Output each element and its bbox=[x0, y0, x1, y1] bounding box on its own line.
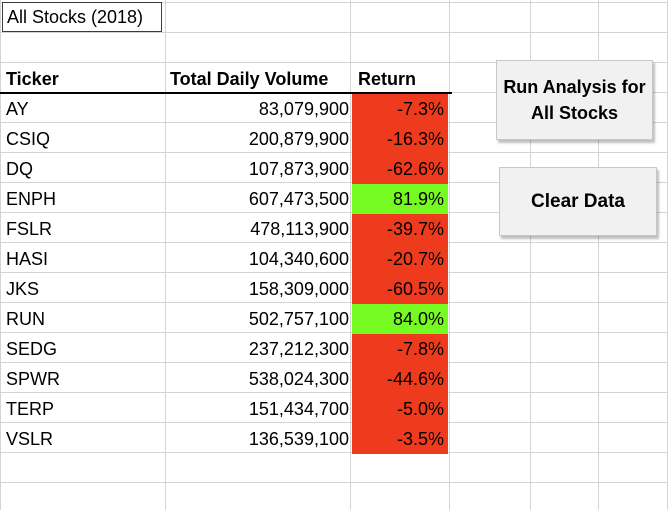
return-cell[interactable]: 81.9% bbox=[352, 184, 448, 214]
grid-row-line bbox=[0, 62, 668, 63]
grid-row-line bbox=[0, 362, 668, 363]
grid-row-line bbox=[0, 152, 668, 153]
return-cell[interactable]: -3.5% bbox=[352, 424, 448, 454]
grid-column-line bbox=[598, 0, 599, 510]
volume-cell[interactable]: 237,212,300 bbox=[248, 339, 349, 359]
grid-row-line bbox=[0, 482, 668, 483]
return-cell[interactable]: -7.3% bbox=[352, 94, 448, 124]
run-analysis-label-line1: Run Analysis for bbox=[503, 77, 646, 97]
sheet-title-cell[interactable]: All Stocks (2018) bbox=[2, 2, 162, 32]
return-cell[interactable]: -39.7% bbox=[352, 214, 448, 244]
clear-data-button[interactable]: Clear Data bbox=[499, 167, 657, 236]
grid-column-line bbox=[449, 0, 450, 510]
grid-row-line bbox=[0, 452, 668, 453]
grid-column-line bbox=[350, 0, 351, 510]
grid-row-line bbox=[0, 272, 668, 273]
grid-row-line bbox=[0, 422, 668, 423]
header-total-daily-volume[interactable]: Total Daily Volume bbox=[170, 69, 329, 89]
run-analysis-label-line2: All Stocks bbox=[530, 103, 618, 123]
volume-cell[interactable]: 478,113,900 bbox=[250, 219, 349, 239]
grid-row-line bbox=[0, 392, 668, 393]
volume-cell[interactable]: 502,757,100 bbox=[248, 309, 349, 329]
volume-cell[interactable]: 107,873,900 bbox=[248, 159, 349, 179]
grid-column-line bbox=[0, 0, 1, 510]
ticker-cell[interactable]: TERP bbox=[6, 399, 55, 419]
volume-cell[interactable]: 200,879,900 bbox=[248, 129, 349, 149]
grid-row-line bbox=[0, 212, 668, 213]
header-ticker[interactable]: Ticker bbox=[6, 69, 59, 89]
run-analysis-button[interactable]: Run Analysis for All Stocks bbox=[496, 60, 653, 140]
return-cell[interactable]: -7.8% bbox=[352, 334, 448, 364]
grid-row-line bbox=[0, 32, 668, 33]
ticker-cell[interactable]: VSLR bbox=[6, 429, 54, 449]
grid-row-line bbox=[0, 2, 668, 3]
grid-row-line bbox=[0, 242, 668, 243]
ticker-cell[interactable]: AY bbox=[6, 99, 29, 119]
return-cell[interactable]: -44.6% bbox=[352, 364, 448, 394]
ticker-cell[interactable]: RUN bbox=[6, 309, 45, 329]
volume-cell[interactable]: 538,024,300 bbox=[248, 369, 349, 389]
ticker-cell[interactable]: JKS bbox=[6, 279, 40, 299]
ticker-cell[interactable]: ENPH bbox=[6, 189, 57, 209]
return-cell[interactable]: 84.0% bbox=[352, 304, 448, 334]
run-analysis-label: Run Analysis for All Stocks bbox=[503, 74, 645, 126]
grid-row-line bbox=[0, 122, 668, 123]
clear-data-label: Clear Data bbox=[531, 190, 625, 212]
volume-cell[interactable]: 136,539,100 bbox=[248, 429, 349, 449]
volume-cell[interactable]: 83,079,900 bbox=[258, 99, 349, 119]
ticker-cell[interactable]: SPWR bbox=[6, 369, 60, 389]
header-bottom-border bbox=[0, 92, 452, 94]
header-return[interactable]: Return bbox=[358, 69, 416, 89]
return-cell[interactable]: -60.5% bbox=[352, 274, 448, 304]
ticker-cell[interactable]: DQ bbox=[6, 159, 33, 179]
return-cell[interactable]: -5.0% bbox=[352, 394, 448, 424]
ticker-cell[interactable]: HASI bbox=[6, 249, 49, 269]
grid-row-line bbox=[0, 302, 668, 303]
volume-cell[interactable]: 158,309,000 bbox=[248, 279, 349, 299]
volume-cell[interactable]: 151,434,700 bbox=[248, 399, 349, 419]
volume-cell[interactable]: 607,473,500 bbox=[248, 189, 349, 209]
return-cell[interactable]: -16.3% bbox=[352, 124, 448, 154]
grid-column-line bbox=[165, 0, 166, 510]
ticker-cell[interactable]: FSLR bbox=[6, 219, 53, 239]
grid-column-line bbox=[530, 0, 531, 510]
ticker-cell[interactable]: CSIQ bbox=[6, 129, 51, 149]
grid-row-line bbox=[0, 332, 668, 333]
return-cell[interactable]: -20.7% bbox=[352, 244, 448, 274]
return-cell[interactable]: -62.6% bbox=[352, 154, 448, 184]
ticker-cell[interactable]: SEDG bbox=[6, 339, 58, 359]
volume-cell[interactable]: 104,340,600 bbox=[248, 249, 349, 269]
grid-row-line bbox=[0, 182, 668, 183]
